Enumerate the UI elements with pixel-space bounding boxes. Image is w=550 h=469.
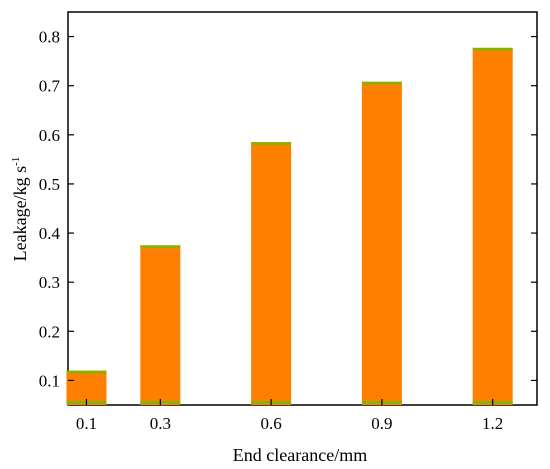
x-tick-label: 0.9 — [371, 414, 392, 433]
bar-top-edge — [66, 370, 107, 374]
y-tick-label: 0.5 — [39, 175, 60, 194]
x-tick-label: 0.6 — [260, 414, 281, 433]
y-axis-title-unit: s — [10, 166, 30, 173]
y-tick-label: 0.7 — [39, 77, 61, 96]
bar-top-edge — [140, 245, 181, 249]
plot-frame — [67, 11, 538, 406]
bar — [140, 245, 181, 405]
x-axis: 0.1 0.3 0.6 0.9 1.2 — [76, 399, 503, 433]
bar-group — [66, 47, 513, 406]
bar — [251, 142, 292, 405]
x-tick-label: 1.2 — [482, 414, 503, 433]
x-tick-label: 0.1 — [76, 414, 97, 433]
x-axis-title: End clearance/mm — [233, 445, 367, 465]
y-tick-label: 0.8 — [39, 28, 60, 47]
y-tick-label: 0.4 — [39, 224, 61, 243]
y-axis-title-main: Leakage/kg — [10, 177, 30, 261]
y-tick-label: 0.1 — [39, 371, 60, 390]
y-tick-label: 0.2 — [39, 322, 60, 341]
bar — [361, 81, 402, 405]
bar-top-edge — [472, 47, 513, 51]
bar-top-edge — [361, 81, 402, 85]
bar-top-edge — [251, 142, 292, 146]
y-axis: 0.1 0.2 0.3 0.4 0.5 0.6 0.7 0.8 — [39, 28, 537, 390]
bar — [472, 47, 513, 406]
y-tick-label: 0.3 — [39, 273, 60, 292]
y-axis-title: Leakage/kg s-1 — [10, 157, 30, 262]
y-tick-label: 0.6 — [39, 126, 60, 145]
x-tick-label: 0.3 — [150, 414, 171, 433]
y-axis-title-sup: -1 — [10, 157, 22, 166]
